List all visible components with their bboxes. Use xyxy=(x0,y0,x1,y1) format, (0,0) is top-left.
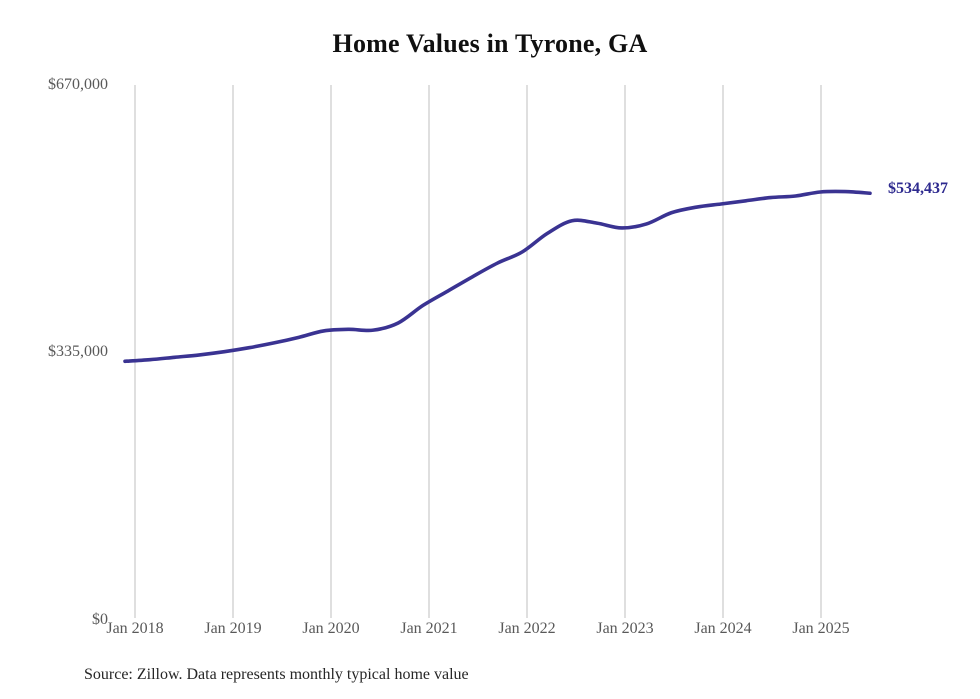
y-tick-label-0: $0 xyxy=(92,611,108,628)
y-tick-label-670000: $670,000 xyxy=(48,76,108,93)
gridlines xyxy=(134,85,822,618)
x-tick-label-jan-2023: Jan 2023 xyxy=(596,620,654,637)
x-tick-label-jan-2024: Jan 2024 xyxy=(694,620,752,637)
chart-title: Home Values in Tyrone, GA xyxy=(332,29,648,58)
x-tick-label-jan-2018: Jan 2018 xyxy=(106,620,164,637)
y-tick-label-335000: $335,000 xyxy=(48,343,108,360)
x-tick-label-jan-2025: Jan 2025 xyxy=(792,620,850,637)
x-tick-label-jan-2022: Jan 2022 xyxy=(498,620,556,637)
source-note: Source: Zillow. Data represents monthly … xyxy=(84,666,469,683)
end-value-annotation: $534,437 xyxy=(888,180,948,198)
x-tick-label-jan-2020: Jan 2020 xyxy=(302,620,360,637)
y-axis: $670,000 $335,000 $0 xyxy=(8,0,108,699)
x-tick-label-jan-2021: Jan 2021 xyxy=(400,620,458,637)
series-line-typical-home-value xyxy=(123,189,872,364)
x-tick-label-jan-2019: Jan 2019 xyxy=(204,620,262,637)
